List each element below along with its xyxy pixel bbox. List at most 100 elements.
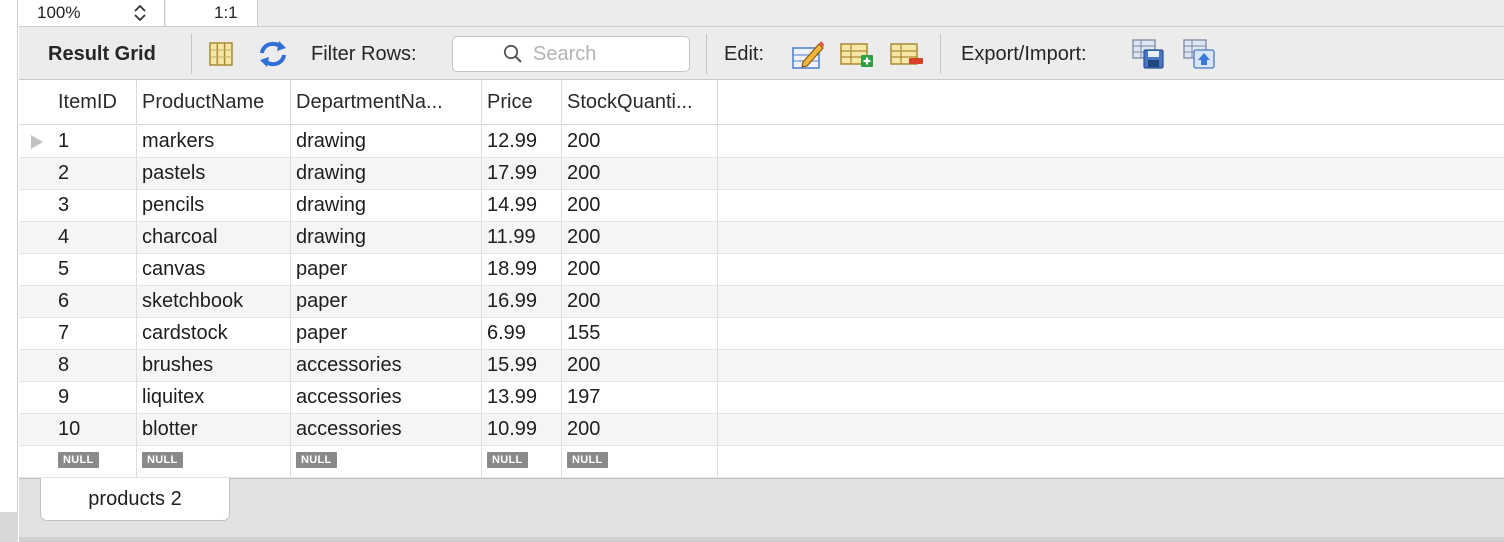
cell-price[interactable]: 6.99 [482, 318, 562, 350]
zoom-actual-size-button[interactable]: 1:1 [166, 0, 258, 26]
cell-productname[interactable]: liquitex [137, 382, 291, 414]
table-row[interactable]: 6 sketchbook paper 16.99 200 [19, 286, 1504, 318]
result-grid-title: Result Grid [48, 43, 156, 65]
cell-productname[interactable]: brushes [137, 350, 291, 382]
cell-price[interactable]: 10.99 [482, 414, 562, 446]
cell-price[interactable]: 14.99 [482, 190, 562, 222]
cell-departmentname-null[interactable]: NULL [291, 446, 482, 478]
left-gutter [0, 0, 18, 542]
cell-productname-null[interactable]: NULL [137, 446, 291, 478]
cell-itemid[interactable]: 4 [53, 222, 137, 254]
cell-departmentname[interactable]: paper [291, 286, 482, 318]
cell-stockquantity-null[interactable]: NULL [562, 446, 718, 478]
cell-stockquantity[interactable]: 200 [562, 286, 718, 318]
current-row-marker-icon [31, 135, 43, 149]
grid-header: ItemID ProductName DepartmentNa... Price… [19, 80, 1504, 125]
edit-pencil-icon[interactable] [790, 37, 826, 71]
cell-productname[interactable]: cardstock [137, 318, 291, 350]
cell-departmentname[interactable]: drawing [291, 126, 482, 158]
column-header-itemid[interactable]: ItemID [53, 80, 137, 125]
cell-departmentname[interactable]: drawing [291, 158, 482, 190]
cell-itemid[interactable]: 3 [53, 190, 137, 222]
cell-departmentname[interactable]: accessories [291, 382, 482, 414]
table-row[interactable]: 1 markers drawing 12.99 200 [19, 126, 1504, 158]
cell-itemid[interactable]: 7 [53, 318, 137, 350]
cell-stockquantity[interactable]: 200 [562, 350, 718, 382]
cell-price[interactable]: 15.99 [482, 350, 562, 382]
table-row[interactable]: 2 pastels drawing 17.99 200 [19, 158, 1504, 190]
cell-itemid[interactable]: 1 [53, 126, 137, 158]
cell-itemid-null[interactable]: NULL [53, 446, 137, 478]
add-row-icon[interactable] [839, 37, 875, 71]
cell-departmentname[interactable]: paper [291, 254, 482, 286]
cell-price[interactable]: 12.99 [482, 126, 562, 158]
tab-products-2[interactable]: products 2 [40, 478, 230, 521]
result-grid[interactable]: ItemID ProductName DepartmentNa... Price… [19, 80, 1504, 478]
cell-stockquantity[interactable]: 200 [562, 222, 718, 254]
cell-stockquantity[interactable]: 200 [562, 190, 718, 222]
cell-itemid[interactable]: 2 [53, 158, 137, 190]
cell-price-null[interactable]: NULL [482, 446, 562, 478]
refresh-arrows-icon[interactable] [255, 37, 291, 71]
toolbar-divider [940, 34, 941, 74]
cell-departmentname[interactable]: accessories [291, 414, 482, 446]
cell-stockquantity[interactable]: 197 [562, 382, 718, 414]
null-badge: NULL [487, 452, 528, 469]
tabbar-bottom-edge [19, 537, 1504, 542]
table-row[interactable]: 3 pencils drawing 14.99 200 [19, 190, 1504, 222]
zoom-level-label: 100% [37, 3, 81, 22]
filter-search-input[interactable] [533, 42, 673, 66]
cell-stockquantity[interactable]: 200 [562, 158, 718, 190]
cell-stockquantity[interactable]: 155 [562, 318, 718, 350]
table-row[interactable]: 9 liquitex accessories 13.99 197 [19, 382, 1504, 414]
search-icon [503, 44, 522, 63]
gutter-bottom [0, 512, 18, 542]
cell-price[interactable]: 17.99 [482, 158, 562, 190]
zoom-ratio-label: 1:1 [214, 3, 238, 22]
cell-productname[interactable]: markers [137, 126, 291, 158]
table-row[interactable]: 10 blotter accessories 10.99 200 [19, 414, 1504, 446]
cell-itemid[interactable]: 10 [53, 414, 137, 446]
column-header-price[interactable]: Price [482, 80, 562, 125]
cell-price[interactable]: 16.99 [482, 286, 562, 318]
cell-itemid[interactable]: 5 [53, 254, 137, 286]
column-header-stockquantity[interactable]: StockQuanti... [562, 80, 718, 125]
table-row[interactable]: 7 cardstock paper 6.99 155 [19, 318, 1504, 350]
cell-productname[interactable]: canvas [137, 254, 291, 286]
cell-productname[interactable]: pastels [137, 158, 291, 190]
cell-price[interactable]: 18.99 [482, 254, 562, 286]
cell-itemid[interactable]: 6 [53, 286, 137, 318]
zoom-stepper-icon[interactable] [131, 3, 149, 23]
filter-search-box[interactable] [452, 36, 690, 72]
null-badge: NULL [142, 452, 183, 469]
result-toolbar: Result Grid Filter Rows: Edit: [19, 27, 1504, 80]
cell-productname[interactable]: pencils [137, 190, 291, 222]
cell-stockquantity[interactable]: 200 [562, 126, 718, 158]
export-import-label: Export/Import: [961, 43, 1087, 65]
table-row[interactable]: 8 brushes accessories 15.99 200 [19, 350, 1504, 382]
column-header-productname[interactable]: ProductName [137, 80, 291, 125]
cell-price[interactable]: 13.99 [482, 382, 562, 414]
cell-departmentname[interactable]: drawing [291, 222, 482, 254]
column-grid-icon[interactable] [203, 37, 239, 71]
cell-departmentname[interactable]: paper [291, 318, 482, 350]
export-save-icon[interactable] [1130, 37, 1166, 71]
cell-departmentname[interactable]: accessories [291, 350, 482, 382]
cell-departmentname[interactable]: drawing [291, 190, 482, 222]
cell-itemid[interactable]: 8 [53, 350, 137, 382]
zoom-bar: 100% 1:1 [19, 0, 1504, 27]
column-header-departmentname[interactable]: DepartmentNa... [291, 80, 482, 125]
cell-stockquantity[interactable]: 200 [562, 254, 718, 286]
table-row[interactable]: 5 canvas paper 18.99 200 [19, 254, 1504, 286]
cell-productname[interactable]: charcoal [137, 222, 291, 254]
import-icon[interactable] [1181, 37, 1217, 71]
new-row[interactable]: NULL NULL NULL NULL NULL [19, 446, 1504, 478]
cell-itemid[interactable]: 9 [53, 382, 137, 414]
cell-productname[interactable]: sketchbook [137, 286, 291, 318]
zoom-level-field[interactable]: 100% [19, 0, 165, 26]
table-row[interactable]: 4 charcoal drawing 11.99 200 [19, 222, 1504, 254]
cell-stockquantity[interactable]: 200 [562, 414, 718, 446]
cell-productname[interactable]: blotter [137, 414, 291, 446]
delete-row-icon[interactable] [889, 37, 925, 71]
cell-price[interactable]: 11.99 [482, 222, 562, 254]
